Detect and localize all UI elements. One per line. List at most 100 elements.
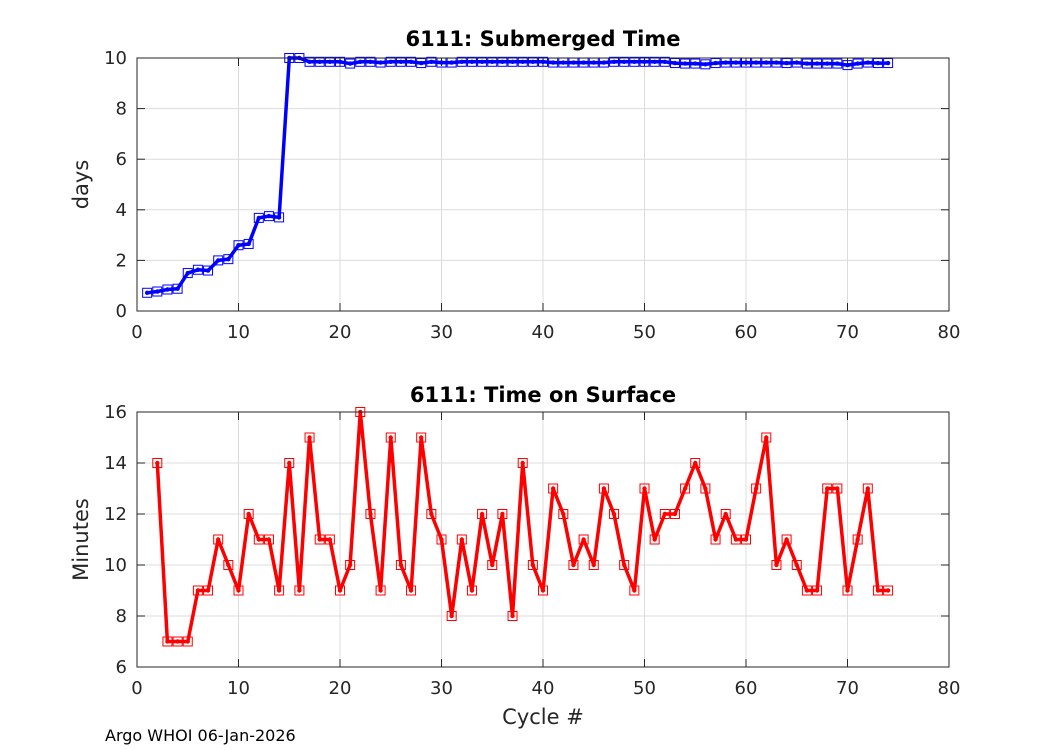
submerged-time-square-marker [883,58,894,69]
submerged-time-point [662,59,667,64]
surface-time-point [216,537,221,542]
submerged-time-square-marker [314,56,325,67]
surface-time-square-marker [446,611,457,621]
surface-time-square-marker [385,432,396,443]
submerged-time-point [642,59,647,64]
surface-time-point [764,435,769,440]
surface-time-point [591,562,596,568]
surface-time-square-marker [872,585,883,596]
surface-time-point [875,588,881,593]
submerged-time-chart: 0 10 20 30 40 50 60 70 80 0 2 4 6 8 10 6111: Submerged… [69,27,960,343]
surface-time-square-marker [182,636,193,647]
submerged-time-point [449,60,454,65]
submerged-time-square-marker [385,56,396,67]
submerged-time-square-marker [538,56,548,67]
submerged-time-point [540,59,546,64]
submerged-time-point [337,59,343,64]
submerged-time-square-marker [304,56,315,67]
surface-time-square-marker [284,458,295,468]
surface-time-square-marker [771,560,782,570]
surface-time-square-marker [213,534,224,545]
submerged-time-point [185,270,190,276]
submerged-time-square-marker [416,58,427,69]
surface-time-square-marker [720,509,731,519]
surface-time-square-marker [700,483,711,494]
submerged-time-point [682,61,688,66]
submerged-time-square-marker [263,211,274,222]
submerged-time-point [216,258,221,263]
surface-time-xtick-label: 70 [836,678,859,699]
submerged-time-xtick-label: 40 [532,322,555,343]
submerged-time-point [266,213,272,219]
submerged-time-point [236,243,241,248]
submerged-time-point [865,60,870,65]
surface-time-point [561,511,566,517]
surface-time-point [835,486,840,491]
surface-time-square-marker [436,534,447,545]
submerged-time-square-marker [659,56,670,67]
submerged-time-point [144,290,150,295]
submerged-time-point [500,59,505,64]
surface-time-square-marker [395,560,406,570]
submerged-time-point [307,59,312,64]
surface-time-square-marker [710,534,721,545]
surface-time-square-marker [862,483,873,494]
surface-time-square-marker [639,483,650,494]
surface-time-square-marker [375,585,386,596]
surface-time-square-marker [294,585,305,596]
submerged-time-point [611,59,617,64]
submerged-time-square-marker [213,255,224,266]
surface-time-point [743,537,749,542]
surface-time-square-marker [619,560,630,570]
surface-time-square-marker [883,585,894,596]
surface-time-chart: 0 10 20 30 40 50 60 70 80 6 8 10 12 14 16 6111: Time o… [69,383,960,729]
surface-time-point [774,562,779,568]
surface-time-point [368,511,373,517]
surface-time-axes-box [136,411,950,668]
surface-time-point [540,588,546,593]
submerged-time-point [205,268,211,273]
submerged-time-point [693,61,698,66]
submerged-time-square-marker [335,56,345,67]
submerged-time-point [246,241,251,247]
surface-time-point [266,537,272,542]
submerged-time-square-marker [669,58,680,69]
surface-time-square-marker [517,458,528,468]
submerged-time-point [469,59,475,64]
submerged-time-ytick-label: 2 [116,250,127,271]
surface-time-point [622,562,627,568]
submerged-time-point [753,60,759,65]
surface-time-square-marker [253,534,264,545]
submerged-time-point [764,60,769,65]
submerged-time-xtick-label: 0 [131,322,142,343]
submerged-time-point [703,62,708,67]
surface-time-point [814,588,820,593]
surface-time-point [733,537,739,542]
surface-time-ylabel: Minutes [69,498,93,581]
surface-time-square-marker [304,432,315,443]
submerged-time-square-marker [852,58,863,69]
surface-time-point [408,588,414,593]
surface-time-square-marker [842,585,853,596]
submerged-time-square-marker [781,58,792,69]
submerged-time-point [672,60,678,66]
submerged-time-ytick-label: 8 [116,99,127,120]
surface-time-square-marker [345,560,356,570]
submerged-time-xtick-label: 10 [227,322,250,343]
surface-time-square-marker [558,509,569,519]
surface-time-point [703,486,708,491]
surface-time-xtick-label: 20 [329,678,352,699]
surface-time-square-marker [791,560,802,570]
surface-time-square-marker [324,534,335,545]
surface-time-square-marker [781,534,792,545]
submerged-time-point [794,60,799,65]
surface-time-square-marker [426,509,437,519]
submerged-time-square-marker [680,58,691,69]
surface-time-square-marker [578,534,589,545]
surface-time-point [865,486,870,491]
submerged-time-point [632,59,637,64]
surface-time-xtick-label: 50 [633,678,656,699]
submerged-time-square-marker [345,58,356,69]
submerged-time-ytick-label: 6 [116,149,127,170]
